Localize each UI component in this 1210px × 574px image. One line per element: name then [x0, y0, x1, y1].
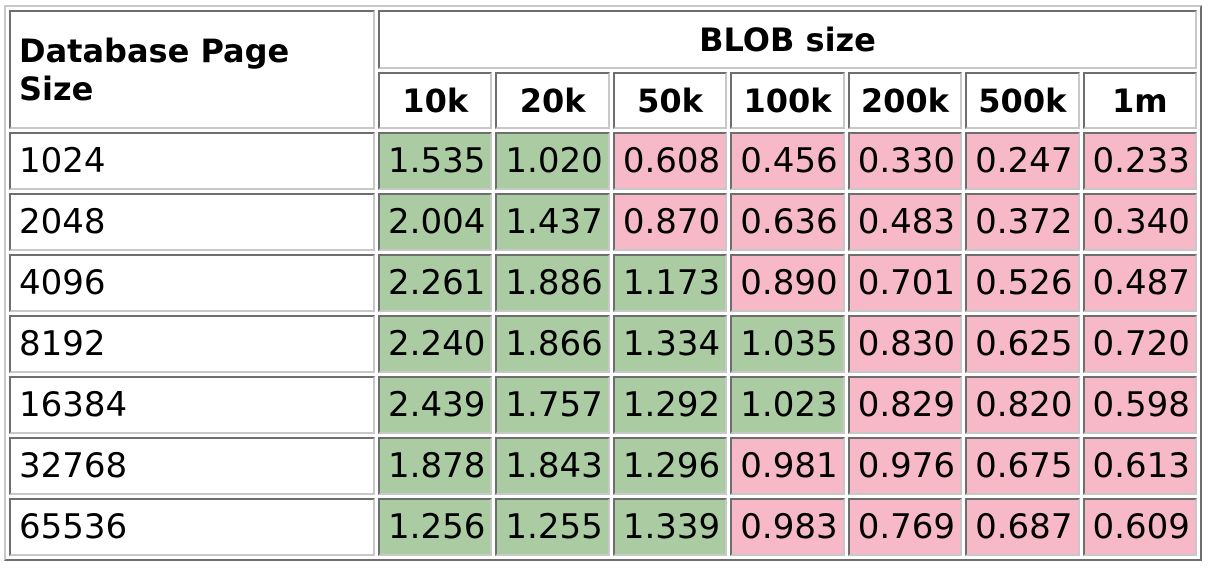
table-cell: 0.983 [730, 498, 845, 556]
table-cell: 1.866 [495, 315, 610, 373]
header-row-group: Database Page Size BLOB size [9, 10, 1197, 129]
table-cell: 0.340 [1082, 193, 1197, 251]
table-cell: 0.890 [730, 254, 845, 312]
table-cell: 0.247 [965, 132, 1080, 190]
table-cell: 1.878 [378, 437, 493, 495]
table-cell: 0.330 [847, 132, 963, 190]
table-cell: 0.483 [847, 193, 963, 251]
table-cell: 0.372 [965, 193, 1080, 251]
group-header: BLOB size [378, 10, 1197, 69]
table-cell: 0.769 [847, 498, 963, 556]
table-cell: 0.609 [1082, 498, 1197, 556]
table-cell: 1.035 [730, 315, 845, 373]
table-cell: 0.613 [1082, 437, 1197, 495]
row-label: 16384 [9, 376, 375, 434]
column-header: 50k [612, 72, 728, 129]
table-cell: 0.701 [847, 254, 963, 312]
table-cell: 1.256 [378, 498, 493, 556]
table-row: 2048 2.004 1.437 0.870 0.636 0.483 0.372 0.340 [9, 193, 1197, 251]
table-cell: 1.173 [612, 254, 728, 312]
blob-size-table: Database Page Size BLOB size 10k 20k 50k… [4, 5, 1202, 561]
table-cell: 0.675 [965, 437, 1080, 495]
table-row: 4096 2.261 1.886 1.173 0.890 0.701 0.526 0.487 [9, 254, 1197, 312]
table-cell: 1.339 [612, 498, 728, 556]
table-cell: 1.535 [378, 132, 493, 190]
table-cell: 0.487 [1082, 254, 1197, 312]
table-cell: 1.437 [495, 193, 610, 251]
table-row: 65536 1.256 1.255 1.339 0.983 0.769 0.687 0.609 [9, 498, 1197, 556]
table-cell: 0.598 [1082, 376, 1197, 434]
column-header: 100k [730, 72, 845, 129]
column-header: 500k [965, 72, 1080, 129]
table-cell: 1.296 [612, 437, 728, 495]
header-row-columns: 10k 20k 50k 100k 200k 500k 1m [9, 72, 1197, 129]
table-row: 1024 1.535 1.020 0.608 0.456 0.330 0.247 0.233 [9, 132, 1197, 190]
table-row: 8192 2.240 1.866 1.334 1.035 0.830 0.625 0.720 [9, 315, 1197, 373]
table-cell: 2.261 [378, 254, 493, 312]
column-header: 1m [1082, 72, 1197, 129]
table-cell: 1.757 [495, 376, 610, 434]
table-cell: 0.830 [847, 315, 963, 373]
table-cell: 1.020 [495, 132, 610, 190]
row-label: 2048 [9, 193, 375, 251]
row-label: 32768 [9, 437, 375, 495]
column-header: 10k [378, 72, 493, 129]
table-cell: 2.240 [378, 315, 493, 373]
table-cell: 0.687 [965, 498, 1080, 556]
table-cell: 0.456 [730, 132, 845, 190]
table-cell: 0.976 [847, 437, 963, 495]
table-cell: 0.608 [612, 132, 728, 190]
table-cell: 1.843 [495, 437, 610, 495]
column-header: 200k [847, 72, 963, 129]
table-cell: 0.820 [965, 376, 1080, 434]
table-cell: 0.233 [1082, 132, 1197, 190]
table-cell: 1.886 [495, 254, 610, 312]
table-cell: 0.636 [730, 193, 845, 251]
table-cell: 1.292 [612, 376, 728, 434]
row-label: 1024 [9, 132, 375, 190]
row-label: 4096 [9, 254, 375, 312]
table-cell: 2.439 [378, 376, 493, 434]
table-cell: 0.720 [1082, 315, 1197, 373]
table-cell: 2.004 [378, 193, 493, 251]
table-cell: 1.334 [612, 315, 728, 373]
table-cell: 1.255 [495, 498, 610, 556]
corner-header: Database Page Size [9, 10, 375, 129]
table-row: 16384 2.439 1.757 1.292 1.023 0.829 0.820 0.598 [9, 376, 1197, 434]
row-label: 65536 [9, 498, 375, 556]
table-cell: 1.023 [730, 376, 845, 434]
table-cell: 0.829 [847, 376, 963, 434]
table-cell: 0.526 [965, 254, 1080, 312]
table-cell: 0.625 [965, 315, 1080, 373]
table-cell: 0.870 [612, 193, 728, 251]
table-cell: 0.981 [730, 437, 845, 495]
table-row: 32768 1.878 1.843 1.296 0.981 0.976 0.675 0.613 [9, 437, 1197, 495]
row-label: 8192 [9, 315, 375, 373]
column-header: 20k [495, 72, 610, 129]
